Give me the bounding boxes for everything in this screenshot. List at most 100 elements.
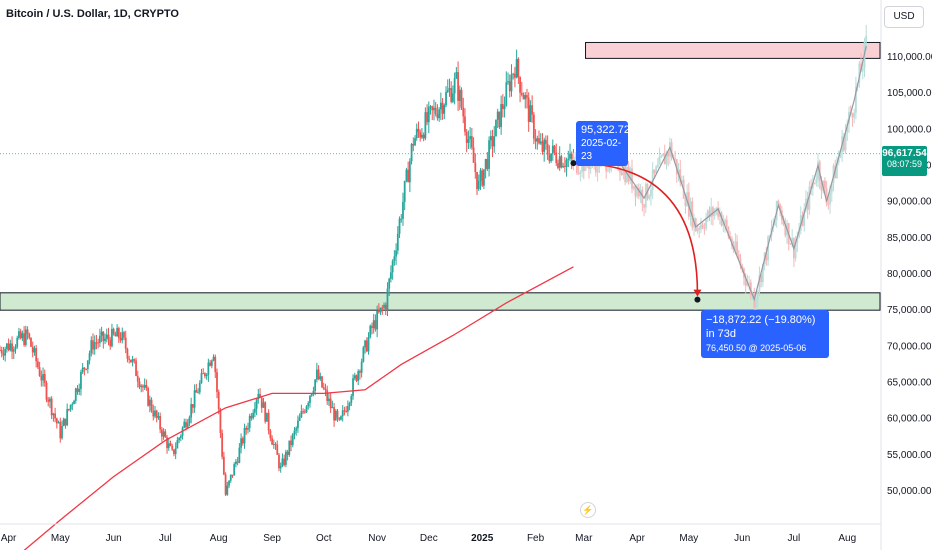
price-candle: [259, 393, 261, 398]
projection-candle: [651, 169, 654, 190]
x-tick-label: Aug: [838, 533, 856, 544]
y-tick-label: 90,000.00: [887, 197, 932, 208]
price-candle: [148, 399, 151, 406]
price-candle: [457, 72, 459, 101]
x-tick-label: Apr: [1, 533, 17, 544]
projection-candle: [827, 203, 830, 205]
price-candle: [166, 437, 168, 449]
price-candle: [54, 413, 57, 419]
current-price-value: 96,617.54: [882, 148, 927, 159]
price-candle: [188, 417, 191, 424]
projection-candle: [710, 207, 713, 218]
price-candle: [302, 411, 304, 413]
price-candle: [541, 141, 544, 152]
price-candle: [155, 410, 158, 418]
y-tick-label: 75,000.00: [887, 305, 932, 316]
x-tick-label: Feb: [527, 533, 545, 544]
price-candle: [484, 159, 487, 170]
price-candle: [372, 320, 375, 329]
lightning-icon[interactable]: ⚡: [580, 502, 596, 518]
price-candle: [100, 331, 103, 336]
price-candle: [307, 402, 310, 407]
price-candle: [429, 106, 432, 108]
price-candle: [443, 105, 446, 114]
price-candle: [42, 374, 44, 381]
price-candle: [43, 374, 46, 383]
price-candle: [417, 128, 420, 133]
y-tick-label: 50,000.00: [887, 486, 932, 497]
price-candle: [162, 431, 165, 437]
price-candle: [479, 170, 482, 181]
price-candle: [245, 427, 248, 430]
price-candle: [374, 320, 377, 330]
price-candle: [169, 443, 172, 446]
projection-candle: [703, 227, 706, 229]
price-candle: [477, 180, 480, 190]
price-candle: [450, 88, 453, 102]
price-candle: [35, 348, 38, 362]
projection-candle: [817, 161, 819, 180]
projection-candle: [577, 173, 580, 175]
price-candle: [284, 451, 287, 465]
price-candle: [36, 361, 39, 368]
price-candle: [519, 77, 521, 93]
price-candle: [250, 415, 253, 419]
currency-button[interactable]: USD: [884, 6, 924, 28]
price-candle: [488, 140, 490, 169]
price-candle: [193, 390, 196, 408]
price-candle: [314, 379, 317, 391]
price-candle: [88, 353, 91, 361]
projection-candle: [681, 179, 683, 183]
price-candle: [252, 412, 255, 419]
measure-arc: [573, 162, 699, 294]
price-candle: [438, 109, 441, 119]
projection-candle: [607, 170, 609, 172]
projection-candle: [836, 162, 838, 179]
price-candle: [128, 358, 131, 360]
price-candle: [365, 340, 368, 352]
price-candle: [548, 154, 551, 162]
price-candle: [352, 378, 354, 397]
price-candle: [76, 388, 79, 392]
price-candle: [393, 256, 396, 261]
measure-start-tooltip: 95,322.72 2025-02-23: [576, 121, 630, 166]
measure-start-dot: [570, 160, 577, 167]
price-candle: [524, 95, 527, 100]
projection-candle: [746, 283, 749, 286]
price-candle: [142, 385, 144, 388]
price-candle: [288, 440, 291, 455]
price-candle: [562, 166, 565, 168]
price-candle: [12, 349, 15, 352]
projection-candle: [749, 282, 752, 296]
projection-candle: [724, 219, 726, 224]
price-candle: [550, 153, 552, 162]
price-candle: [74, 388, 77, 401]
price-candle: [241, 438, 244, 444]
price-candle: [62, 418, 65, 427]
price-candle: [129, 359, 132, 363]
measure-arrowhead: [693, 289, 702, 297]
price-candle: [317, 369, 320, 380]
projection-candle: [842, 136, 845, 151]
measure-start-date: 2025-02-23: [581, 138, 622, 162]
price-candle: [421, 134, 423, 138]
y-tick-label: 70,000.00: [887, 341, 932, 352]
projection-candle: [744, 277, 747, 286]
price-candle: [364, 340, 366, 348]
price-candle: [436, 113, 439, 119]
price-candle: [514, 73, 516, 78]
price-candle: [483, 169, 485, 186]
price-candle: [28, 333, 31, 338]
price-candle: [529, 105, 532, 122]
x-tick-label: May: [51, 533, 70, 544]
projection-candle: [794, 243, 797, 259]
projection-candle: [784, 223, 787, 236]
price-candle: [236, 461, 239, 463]
price-candle: [526, 95, 528, 98]
price-candle: [414, 138, 416, 146]
price-candle: [40, 375, 43, 381]
projection-candle: [579, 171, 582, 174]
moving-average-line: [23, 266, 574, 550]
measure-start-price: 95,322.72: [581, 124, 630, 136]
